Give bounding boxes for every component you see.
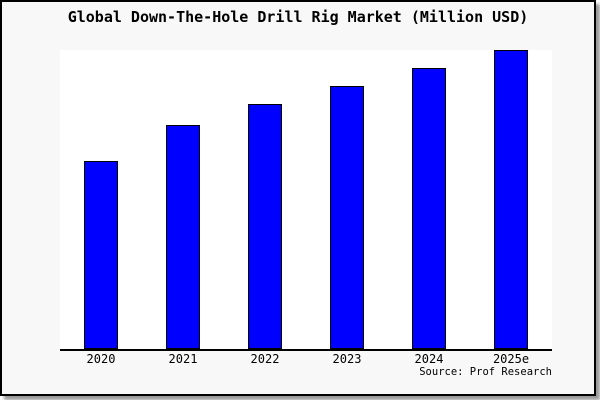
bar-2023	[330, 85, 364, 349]
x-axis-labels: 2020 2021 2022 2023 2024 2025e	[60, 352, 552, 366]
bar-2020	[84, 160, 118, 349]
bar-slot-2025e	[470, 50, 552, 349]
bar-slot-2023	[306, 50, 388, 349]
x-tick-label-2024: 2024	[414, 352, 444, 366]
bar-2024	[412, 67, 446, 349]
chart-title: Global Down-The-Hole Drill Rig Market (M…	[67, 8, 529, 26]
x-tick-label-2025e: 2025e	[492, 352, 530, 366]
bar-slot-2024	[388, 50, 470, 349]
bar-2025e	[494, 50, 528, 349]
bar-2022	[248, 103, 282, 349]
plot-area	[60, 50, 552, 351]
bar-slot-2020	[60, 50, 142, 349]
bar-slot-2022	[224, 50, 306, 349]
bar-slot-2021	[142, 50, 224, 349]
source-credit: Source: Prof Research	[419, 366, 552, 378]
x-tick-label-2023: 2023	[332, 352, 362, 366]
x-tick-label-2021: 2021	[168, 352, 198, 366]
bars-container	[60, 50, 552, 349]
x-tick-label-2020: 2020	[86, 352, 116, 366]
x-tick-label-2022: 2022	[250, 352, 280, 366]
bar-2021	[166, 124, 200, 349]
